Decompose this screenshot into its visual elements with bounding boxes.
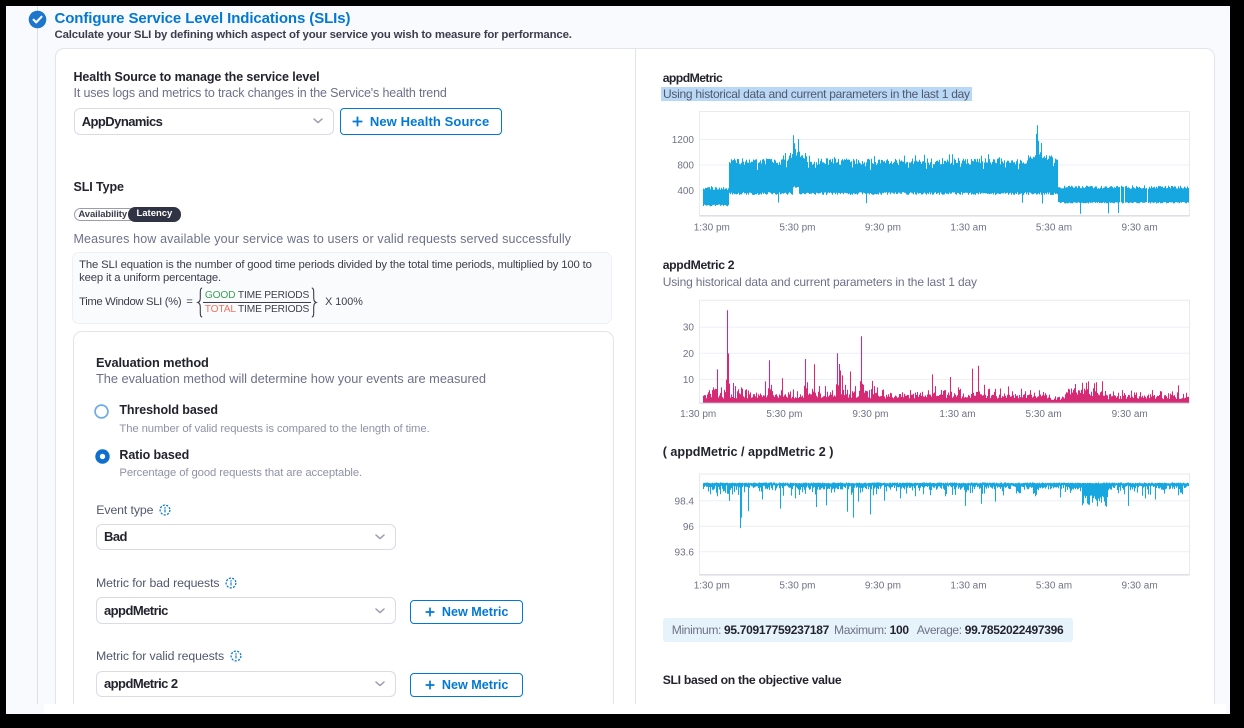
svg-text:1:30 am: 1:30 am: [950, 222, 986, 233]
svg-text:96: 96: [683, 522, 695, 533]
svg-text:400: 400: [677, 186, 694, 197]
svg-text:9:30 am: 9:30 am: [1122, 580, 1158, 591]
svg-text:10: 10: [683, 375, 695, 386]
svg-text:5:30 am: 5:30 am: [1036, 222, 1072, 233]
svg-text:9:30 pm: 9:30 pm: [865, 580, 901, 591]
svg-text:9:30 am: 9:30 am: [1122, 222, 1158, 233]
svg-text:1:30 pm: 1:30 pm: [694, 580, 730, 591]
svg-text:1:30 am: 1:30 am: [939, 409, 975, 420]
svg-text:98.4: 98.4: [675, 496, 695, 507]
svg-text:30: 30: [683, 323, 695, 334]
svg-text:5:30 pm: 5:30 pm: [779, 580, 815, 591]
svg-text:9:30 pm: 9:30 pm: [865, 222, 901, 233]
svg-text:1200: 1200: [672, 135, 695, 146]
svg-text:5:30 am: 5:30 am: [1036, 580, 1072, 591]
svg-text:1:30 pm: 1:30 pm: [694, 222, 730, 233]
svg-text:5:30 pm: 5:30 pm: [779, 222, 815, 233]
svg-text:800: 800: [677, 160, 694, 171]
svg-text:9:30 pm: 9:30 pm: [852, 409, 888, 420]
svg-text:5:30 am: 5:30 am: [1026, 409, 1062, 420]
svg-text:9:30 am: 9:30 am: [1112, 409, 1148, 420]
svg-text:1:30 am: 1:30 am: [950, 580, 986, 591]
svg-text:5:30 pm: 5:30 pm: [766, 409, 802, 420]
svg-text:20: 20: [683, 349, 695, 360]
svg-text:1:30 pm: 1:30 pm: [680, 409, 716, 420]
svg-text:93.6: 93.6: [675, 547, 695, 558]
